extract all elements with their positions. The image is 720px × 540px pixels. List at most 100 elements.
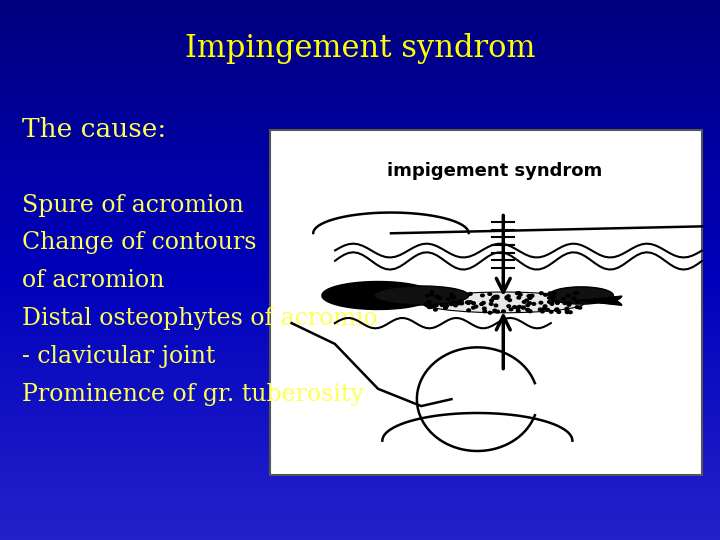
Circle shape: [523, 301, 526, 303]
Circle shape: [528, 296, 532, 299]
Circle shape: [495, 296, 499, 299]
Circle shape: [434, 304, 438, 307]
Circle shape: [517, 296, 521, 299]
Circle shape: [551, 298, 554, 301]
Circle shape: [451, 296, 455, 299]
Circle shape: [578, 306, 582, 309]
Circle shape: [552, 292, 556, 295]
Circle shape: [544, 305, 547, 308]
Circle shape: [446, 298, 450, 300]
Circle shape: [521, 306, 525, 309]
Circle shape: [516, 292, 519, 295]
Circle shape: [450, 295, 454, 298]
Circle shape: [428, 306, 431, 308]
Circle shape: [430, 291, 433, 294]
Circle shape: [539, 308, 542, 311]
Circle shape: [563, 302, 567, 305]
Circle shape: [438, 296, 441, 299]
Circle shape: [428, 301, 431, 303]
Circle shape: [480, 303, 483, 306]
Circle shape: [575, 306, 579, 308]
Bar: [270, 130, 702, 475]
Circle shape: [456, 301, 459, 304]
Circle shape: [449, 303, 453, 306]
Text: The cause:: The cause:: [22, 117, 166, 142]
Circle shape: [557, 310, 561, 313]
Circle shape: [482, 301, 485, 304]
Circle shape: [544, 293, 547, 296]
Circle shape: [436, 295, 439, 298]
Circle shape: [508, 299, 511, 301]
Circle shape: [542, 307, 546, 310]
Circle shape: [502, 310, 505, 313]
Circle shape: [517, 292, 521, 294]
Circle shape: [467, 301, 470, 303]
Circle shape: [518, 293, 522, 296]
Circle shape: [567, 303, 571, 306]
Circle shape: [507, 295, 510, 298]
Circle shape: [546, 308, 549, 311]
Circle shape: [516, 309, 520, 312]
Circle shape: [554, 309, 558, 312]
Circle shape: [492, 296, 496, 299]
Circle shape: [467, 301, 470, 304]
Text: Change of contours: Change of contours: [22, 232, 256, 254]
Circle shape: [568, 302, 572, 305]
Circle shape: [482, 307, 486, 310]
Circle shape: [549, 310, 553, 313]
Circle shape: [454, 304, 457, 307]
Circle shape: [532, 302, 536, 305]
Circle shape: [430, 293, 433, 296]
Circle shape: [490, 302, 493, 305]
Circle shape: [526, 303, 529, 306]
Circle shape: [565, 309, 569, 312]
Circle shape: [526, 308, 529, 311]
Circle shape: [469, 293, 472, 295]
Circle shape: [425, 303, 428, 306]
Circle shape: [457, 302, 461, 305]
Polygon shape: [322, 281, 434, 309]
Ellipse shape: [374, 286, 469, 305]
Circle shape: [528, 310, 532, 313]
Circle shape: [459, 300, 462, 302]
Circle shape: [507, 305, 510, 308]
Circle shape: [528, 302, 531, 305]
Circle shape: [513, 306, 516, 308]
Circle shape: [576, 300, 580, 303]
Circle shape: [483, 310, 487, 313]
Text: of acromion: of acromion: [22, 269, 164, 292]
Circle shape: [474, 305, 478, 308]
Circle shape: [441, 304, 444, 307]
Circle shape: [444, 307, 447, 309]
Circle shape: [555, 308, 559, 310]
Circle shape: [530, 294, 534, 297]
Circle shape: [452, 301, 456, 303]
Circle shape: [539, 292, 543, 294]
Circle shape: [521, 306, 525, 309]
Circle shape: [490, 299, 493, 302]
Circle shape: [541, 310, 544, 313]
Circle shape: [426, 294, 429, 297]
Circle shape: [575, 292, 579, 294]
Circle shape: [516, 307, 520, 309]
Circle shape: [550, 302, 554, 305]
Text: Prominence of gr. tuberosity: Prominence of gr. tuberosity: [22, 383, 364, 406]
Circle shape: [450, 293, 454, 296]
Circle shape: [460, 302, 464, 305]
Circle shape: [548, 301, 552, 303]
Ellipse shape: [549, 287, 613, 304]
Text: - clavicular joint: - clavicular joint: [22, 345, 215, 368]
Circle shape: [548, 292, 552, 295]
Circle shape: [445, 305, 449, 307]
Circle shape: [527, 295, 531, 298]
Circle shape: [425, 304, 428, 307]
Text: impigement syndrom: impigement syndrom: [387, 162, 602, 180]
Circle shape: [481, 294, 485, 297]
Circle shape: [472, 306, 475, 309]
Circle shape: [539, 301, 543, 304]
Circle shape: [574, 292, 577, 294]
Circle shape: [526, 309, 530, 312]
Circle shape: [552, 295, 555, 298]
Circle shape: [433, 308, 437, 311]
Text: Spure of acromion: Spure of acromion: [22, 194, 243, 217]
